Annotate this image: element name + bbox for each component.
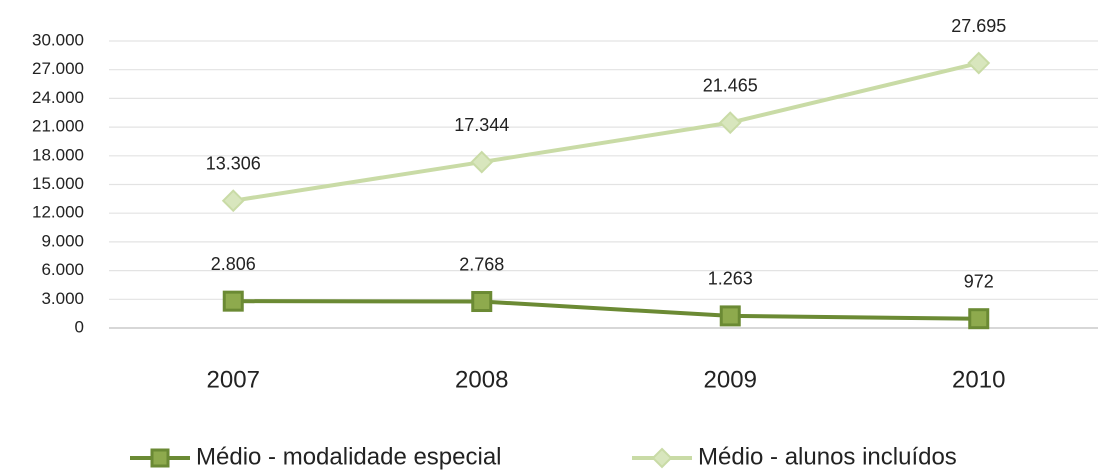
- point: [470, 150, 494, 174]
- point: [968, 308, 990, 330]
- data-label: 13.306: [206, 153, 261, 173]
- legend-label: Médio - modalidade especial: [196, 443, 502, 470]
- data-label: 2.806: [211, 254, 256, 274]
- point: [221, 189, 245, 213]
- x-tick-label: 2008: [455, 366, 508, 393]
- data-label: 21.465: [703, 75, 758, 95]
- x-tick-label: 2010: [952, 366, 1005, 393]
- y-tick-label: 15.000: [32, 174, 84, 193]
- y-tick-label: 0: [75, 317, 84, 336]
- y-tick-label: 21.000: [32, 117, 84, 136]
- data-label: 2.768: [459, 254, 504, 274]
- legend-marker: [651, 447, 673, 469]
- point: [222, 290, 244, 312]
- point: [471, 291, 493, 313]
- point: [718, 111, 742, 135]
- series-line: [233, 299, 979, 321]
- data-label: 972: [964, 271, 994, 291]
- x-tick-label: 2007: [207, 366, 260, 393]
- x-tick-label: 2009: [704, 366, 757, 393]
- y-tick-label: 12.000: [32, 203, 84, 222]
- legend-label: Médio - alunos incluídos: [698, 443, 957, 470]
- data-label: 1.263: [708, 269, 753, 289]
- series-line: [232, 61, 980, 203]
- y-tick-label: 18.000: [32, 145, 84, 164]
- data-label: 17.344: [454, 115, 509, 135]
- point: [719, 305, 741, 327]
- y-tick-label: 3.000: [41, 289, 84, 308]
- point: [967, 51, 991, 75]
- y-tick-label: 6.000: [41, 260, 84, 279]
- y-tick-label: 27.000: [32, 59, 84, 78]
- legend-marker: [150, 448, 170, 468]
- y-tick-label: 30.000: [32, 30, 84, 49]
- data-label: 27.695: [951, 16, 1006, 36]
- y-tick-label: 24.000: [32, 88, 84, 107]
- y-tick-label: 9.000: [41, 231, 84, 250]
